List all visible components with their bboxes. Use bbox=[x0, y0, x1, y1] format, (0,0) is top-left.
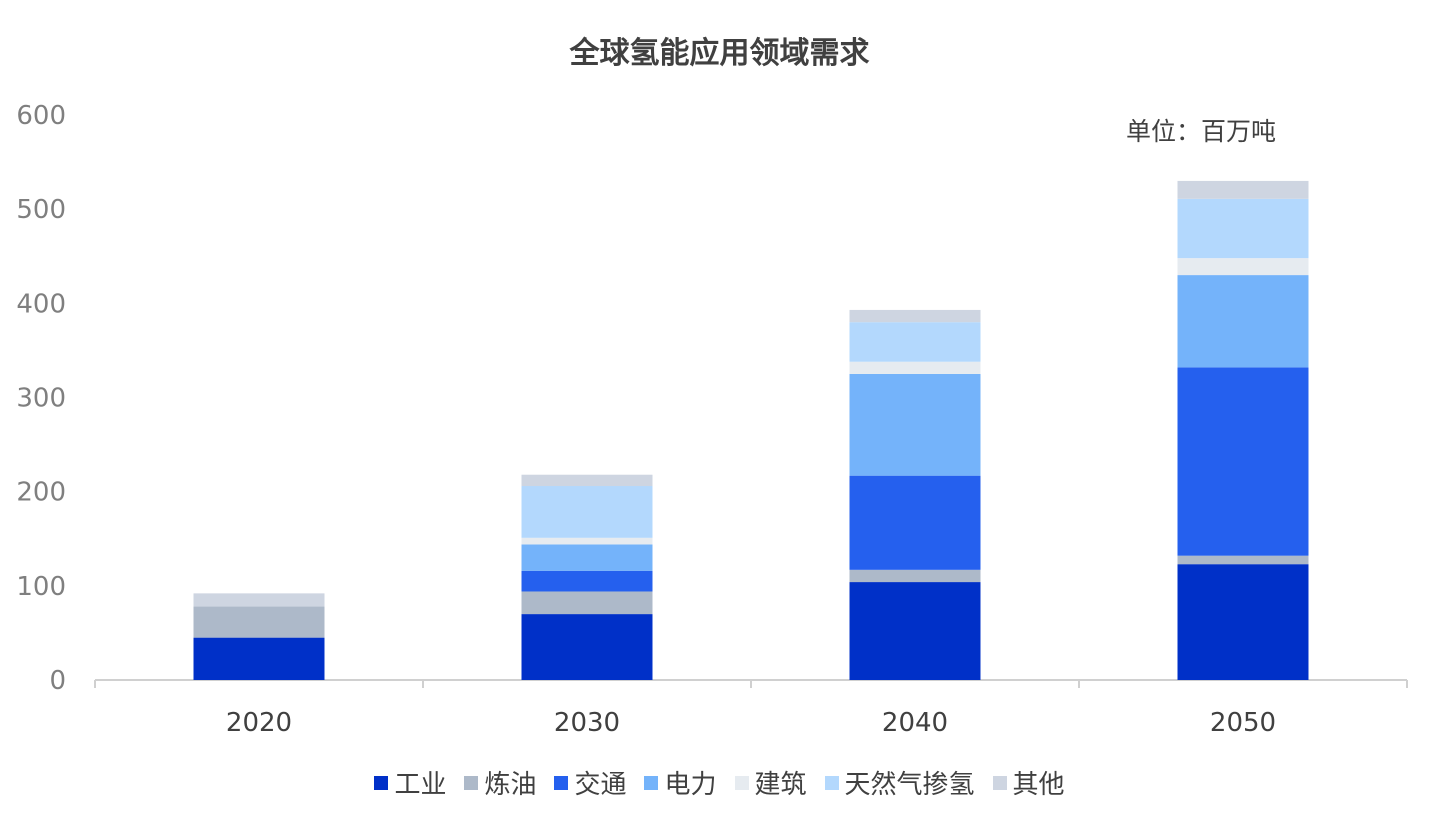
bar-segment-2020-其他 bbox=[193, 593, 325, 607]
x-tick-label: 2030 bbox=[554, 708, 620, 738]
legend-swatch bbox=[644, 775, 659, 790]
bar-segment-2050-工业 bbox=[1177, 564, 1309, 680]
bar-segment-2050-炼油 bbox=[1177, 555, 1309, 565]
bar-segment-2030-其他 bbox=[521, 474, 653, 487]
bar-segment-2040-天然气掺氢 bbox=[849, 322, 981, 362]
y-tick-label: 500 bbox=[16, 195, 66, 225]
bar-segment-2040-其他 bbox=[849, 309, 981, 323]
bar-segment-2050-建筑 bbox=[1177, 258, 1309, 276]
legend-item: 工业 bbox=[374, 764, 446, 801]
bar-segment-2030-交通 bbox=[521, 570, 653, 592]
bar-segment-2040-炼油 bbox=[849, 569, 981, 583]
legend-label: 建筑 bbox=[754, 770, 807, 800]
y-tick-label: 0 bbox=[49, 666, 66, 696]
bar-segment-2030-炼油 bbox=[521, 591, 653, 615]
chart-title: 全球氢能应用领域需求 bbox=[569, 36, 870, 71]
y-tick-label: 600 bbox=[16, 101, 66, 131]
bar-segment-2050-其他 bbox=[1177, 180, 1309, 199]
legend-label: 炼油 bbox=[484, 770, 537, 800]
bar-segment-2030-工业 bbox=[521, 614, 653, 680]
bar-segment-2050-交通 bbox=[1177, 367, 1309, 556]
legend-swatch bbox=[554, 775, 569, 790]
legend-item: 建筑 bbox=[734, 764, 807, 801]
legend-item: 电力 bbox=[644, 764, 717, 801]
legend-item: 交通 bbox=[554, 764, 626, 801]
legend-label: 工业 bbox=[394, 770, 447, 800]
legend: 工业 炼油 交通 电力 建筑 天然气掺氢 其他 bbox=[0, 764, 1439, 801]
bar-segment-2050-天然气掺氢 bbox=[1177, 198, 1309, 259]
y-tick-label: 400 bbox=[16, 289, 66, 319]
y-tick-label: 300 bbox=[16, 384, 66, 414]
legend-label: 交通 bbox=[574, 770, 627, 800]
bar-segment-2040-电力 bbox=[849, 373, 981, 476]
legend-item: 其他 bbox=[992, 764, 1065, 801]
legend-swatch bbox=[734, 775, 749, 790]
bar-segment-2030-建筑 bbox=[521, 537, 653, 545]
legend-item: 天然气掺氢 bbox=[824, 764, 975, 801]
legend-label: 电力 bbox=[664, 770, 717, 800]
x-tick-label: 2020 bbox=[226, 708, 292, 738]
legend-label: 天然气掺氢 bbox=[844, 770, 975, 800]
legend-swatch bbox=[824, 775, 839, 790]
x-tick-label: 2040 bbox=[882, 708, 948, 738]
y-tick-label: 200 bbox=[16, 478, 66, 508]
bar-segment-2020-工业 bbox=[193, 637, 325, 680]
bar-segment-2040-建筑 bbox=[849, 361, 981, 374]
bar-segment-2030-天然气掺氢 bbox=[521, 486, 653, 538]
y-tick-label: 100 bbox=[16, 572, 66, 602]
x-tick-label: 2050 bbox=[1210, 708, 1276, 738]
bar-segment-2050-电力 bbox=[1177, 275, 1309, 368]
bar-segment-2020-炼油 bbox=[193, 606, 325, 638]
bar-segment-2040-交通 bbox=[849, 475, 981, 570]
legend-item: 炼油 bbox=[464, 764, 536, 801]
legend-swatch bbox=[464, 775, 479, 790]
unit-label: 单位：百万吨 bbox=[1126, 117, 1277, 146]
legend-label: 其他 bbox=[1012, 770, 1065, 800]
legend-swatch bbox=[374, 775, 389, 790]
bar-segment-2040-工业 bbox=[849, 582, 981, 680]
bar-segment-2030-电力 bbox=[521, 544, 653, 571]
legend-swatch bbox=[992, 775, 1007, 790]
